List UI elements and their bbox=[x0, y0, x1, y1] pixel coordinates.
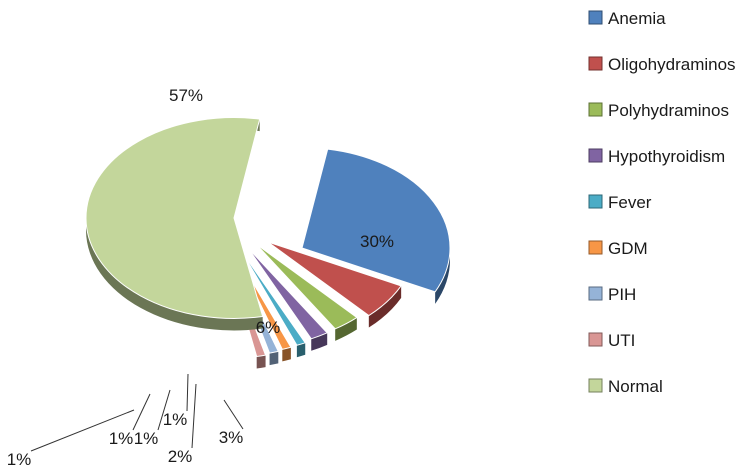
legend-item-oligohydraminos: Oligohydraminos bbox=[588, 55, 736, 74]
leader-line-polyhydraminos bbox=[223, 399, 244, 430]
leader-line-gdm bbox=[157, 389, 171, 431]
legend-label: PIH bbox=[608, 285, 636, 304]
legend-item-fever: Fever bbox=[588, 193, 652, 212]
legend-item-normal: Normal bbox=[588, 377, 663, 396]
legend-item-hypothyroidism: Hypothyroidism bbox=[588, 147, 725, 166]
data-label-uti: 1% bbox=[7, 450, 32, 469]
slice-oligohydraminos bbox=[267, 241, 402, 317]
slice-normal bbox=[85, 117, 264, 319]
legend-label: Hypothyroidism bbox=[608, 147, 725, 166]
data-label-gdm: 1% bbox=[134, 429, 159, 448]
leader-line-uti bbox=[30, 409, 135, 452]
legend-label: Polyhydraminos bbox=[608, 101, 729, 120]
legend-swatch bbox=[588, 10, 603, 25]
legend-item-uti: UTI bbox=[588, 331, 635, 350]
leader-line-fever bbox=[186, 373, 189, 412]
data-labels: 30%6%3%2%1%1%1%1%57% bbox=[7, 86, 394, 469]
legend-item-gdm: GDM bbox=[588, 239, 648, 258]
legend-label: Normal bbox=[608, 377, 663, 396]
slice-depth-gdm bbox=[282, 347, 291, 362]
slice-depth-uti bbox=[256, 355, 266, 369]
legend-swatch bbox=[588, 102, 603, 117]
leader-line-hypothyroidism bbox=[191, 383, 197, 449]
data-label-pih: 1% bbox=[109, 429, 134, 448]
data-label-fever: 1% bbox=[163, 410, 188, 429]
slice-hypothyroidism bbox=[247, 247, 329, 340]
legend-label: Anemia bbox=[608, 9, 666, 28]
data-label-oligohydraminos: 6% bbox=[256, 318, 281, 337]
data-label-normal: 57% bbox=[169, 86, 203, 105]
legend-label: GDM bbox=[608, 239, 648, 258]
data-label-anemia: 30% bbox=[360, 232, 394, 251]
legend-swatch bbox=[588, 194, 603, 209]
legend-label: Oligohydraminos bbox=[608, 55, 736, 74]
slice-depth-polyhydraminos bbox=[335, 317, 357, 341]
legend-label: Fever bbox=[608, 193, 652, 212]
legend-swatch bbox=[588, 240, 603, 255]
pie-slices bbox=[85, 117, 451, 369]
slice-depth-fever bbox=[296, 342, 306, 358]
data-label-hypothyroidism: 2% bbox=[168, 447, 193, 466]
leader-lines bbox=[30, 373, 244, 452]
legend-swatch bbox=[588, 286, 603, 301]
legend-item-pih: PIH bbox=[588, 285, 636, 304]
legend-item-anemia: Anemia bbox=[588, 9, 666, 28]
legend-item-polyhydraminos: Polyhydraminos bbox=[588, 101, 729, 120]
slice-fever bbox=[241, 251, 307, 346]
slice-anemia bbox=[301, 148, 451, 293]
legend-swatch bbox=[588, 332, 603, 347]
legend-swatch bbox=[588, 148, 603, 163]
legend: Anemia Oligohydraminos Polyhydraminos Hypot… bbox=[588, 9, 736, 396]
leader-line-pih bbox=[132, 393, 151, 431]
legend-swatch bbox=[588, 378, 603, 393]
slice-depth-pih bbox=[269, 351, 279, 366]
legend-label: UTI bbox=[608, 331, 635, 350]
slice-depth-hypothyroidism bbox=[311, 332, 328, 351]
slice-polyhydraminos bbox=[255, 243, 358, 330]
data-label-polyhydraminos: 3% bbox=[219, 428, 244, 447]
legend-swatch bbox=[588, 56, 603, 71]
